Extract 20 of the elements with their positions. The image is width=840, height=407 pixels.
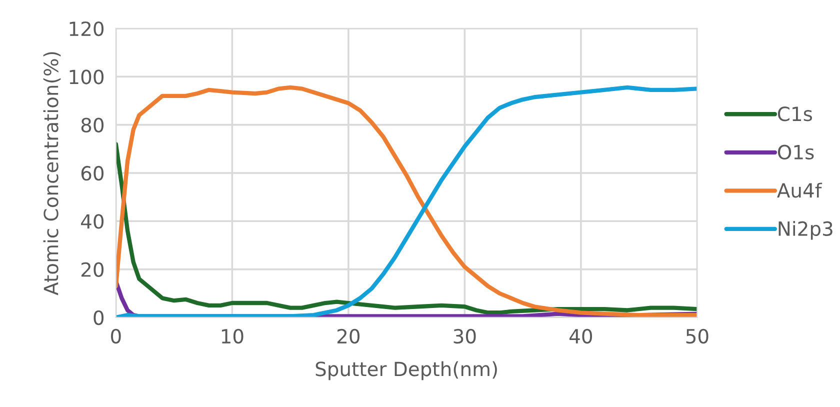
x-axis-title: Sputter Depth(nm)	[316, 361, 497, 380]
x-tick-label: 0	[111, 328, 121, 344]
y-tick-label: 60	[81, 166, 104, 181]
y-tick-label: 80	[81, 118, 104, 132]
y-axis-title: Atomic Concentration(%)	[43, 52, 61, 296]
legend-label: Ni2p3	[778, 220, 832, 240]
legend-label: Au4f	[777, 182, 822, 198]
x-tick-label: 50	[686, 328, 708, 344]
line-series	[116, 142, 698, 315]
x-tick-label: 30	[454, 328, 476, 344]
y-tick-label: 40	[81, 214, 104, 229]
y-tick-label: 0	[94, 310, 104, 326]
legend-label: C1s	[778, 106, 812, 122]
y-tick-label: 120	[70, 21, 104, 36]
y-tick-label: 100	[70, 70, 104, 84]
legend-label: O1s	[778, 144, 814, 160]
x-tick-label: 20	[337, 328, 360, 344]
x-tick-label: 10	[222, 328, 244, 344]
x-tick-label: 40	[570, 328, 592, 344]
y-tick-label: 20	[81, 262, 104, 277]
